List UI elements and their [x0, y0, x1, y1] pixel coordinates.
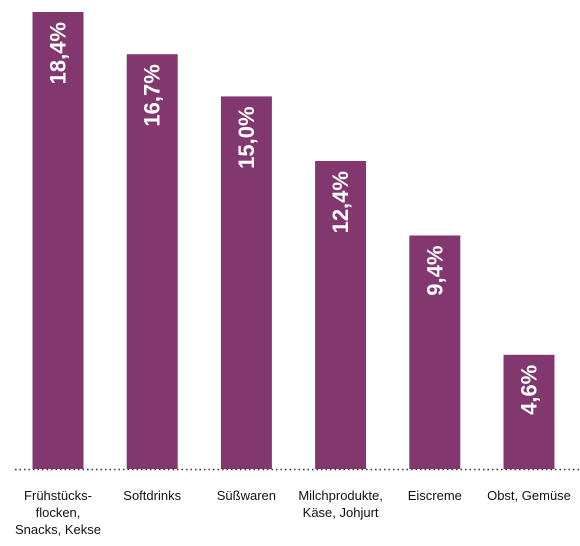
category-label-5: Obst, Gemüse [487, 488, 571, 503]
bar-value-label-0: 18,4% [46, 22, 71, 84]
category-label-line: Eiscreme [408, 488, 462, 503]
bars-group: 18,4% 16,7% 15,0% 12,4% 9,4% 4,6% [32, 12, 555, 470]
bar-4 [409, 235, 461, 469]
category-label-line: Milchprodukte, [298, 488, 383, 503]
bar-5 [503, 354, 555, 470]
bar-1 [126, 54, 178, 469]
bar-value-label-2: 15,0% [234, 106, 259, 168]
category-label-line: Snacks, Kekse [15, 522, 101, 537]
bar-value-label-5: 4,6% [517, 365, 542, 415]
category-label-0: Frühstücks-flocken, Snacks, Kekse [15, 488, 101, 537]
category-label-line: flocken, [36, 505, 81, 520]
bar-2 [220, 96, 272, 470]
category-labels-group: Frühstücks-flocken, Snacks, Kekse Softdrin… [15, 488, 571, 537]
category-label-line: Süßwaren [217, 488, 276, 503]
bar-value-label-3: 12,4% [328, 171, 353, 233]
bar-value-label-4: 9,4% [422, 246, 447, 296]
category-label-line: Obst, Gemüse [487, 488, 571, 503]
category-label-3: Milchprodukte, Käse, Johjurt [298, 488, 383, 520]
category-label-2: Süßwaren [217, 488, 276, 503]
category-label-line: Käse, Johjurt [303, 505, 379, 520]
bar-0 [32, 12, 84, 469]
bar-3 [315, 161, 367, 469]
category-label-1: Softdrinks [123, 488, 181, 503]
category-label-4: Eiscreme [408, 488, 462, 503]
category-label-line: Softdrinks [123, 488, 181, 503]
bar-value-label-1: 16,7% [140, 64, 165, 126]
category-label-line: Frühstücks- [24, 488, 92, 503]
